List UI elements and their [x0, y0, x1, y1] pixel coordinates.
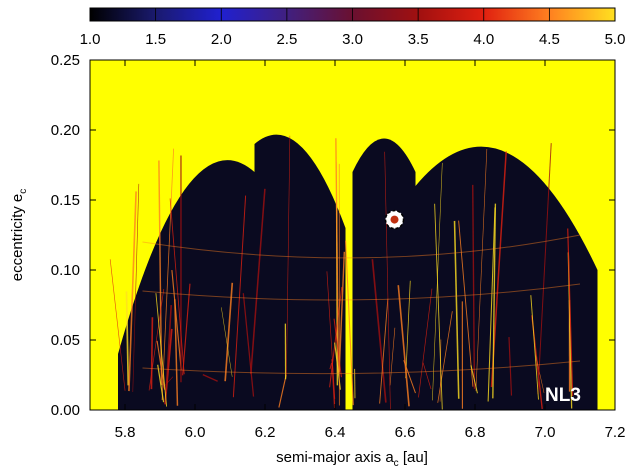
- resonance-stripe: [338, 251, 346, 373]
- resonance-stripe: [434, 203, 443, 410]
- colorbar: 1.0 1.5 2.0 2.5 3.0 3.5 4.0 4.5 5.0: [80, 7, 626, 48]
- colorbar-tick-label: 1.5: [145, 31, 166, 48]
- resonance-stripe: [169, 198, 185, 375]
- x-tick-label: 6.2: [255, 424, 276, 441]
- x-tick-label: 7.0: [535, 424, 556, 441]
- resonance-stripe: [221, 307, 233, 377]
- resonance-stripe: [250, 188, 266, 375]
- resonance-stripe: [132, 183, 140, 392]
- resonance-stripe: [530, 295, 539, 400]
- resonance-stripe: [508, 337, 513, 396]
- resonance-stripe: [182, 283, 191, 376]
- plot-frame: [89, 59, 616, 411]
- resonance-stripe: [472, 184, 476, 389]
- resonance-stripe: [109, 259, 126, 391]
- resonance-stripe: [405, 280, 411, 379]
- y-tick-label: 0.20: [51, 122, 80, 139]
- colorbar-ticks: 1.0 1.5 2.0 2.5 3.0 3.5 4.0 4.5 5.0: [80, 8, 626, 48]
- stable-region: [415, 146, 598, 410]
- x-tick-label: 6.0: [185, 424, 206, 441]
- stable-region: [352, 138, 416, 410]
- resonance-stripe: [335, 138, 340, 373]
- resonance-stripe: [422, 362, 432, 390]
- x-tick-label: 7.2: [605, 424, 626, 441]
- resonance-stripe: [161, 148, 174, 400]
- resonance-stripe: [329, 362, 333, 370]
- resonance-stripe: [389, 327, 396, 386]
- y-tick-label: 0.10: [51, 262, 80, 279]
- resonance-stripe: [171, 270, 182, 370]
- resonance-arc: [142, 234, 581, 259]
- resonance-stripe: [125, 291, 130, 386]
- resonance-stripe: [379, 298, 389, 404]
- resonance-stripe: [286, 135, 291, 376]
- y-tick-label: 0.05: [51, 332, 80, 349]
- resonance-stripe: [535, 355, 545, 394]
- colorbar-tick-label: 4.0: [473, 31, 494, 48]
- stable-region: [254, 134, 346, 410]
- resonance-stripe: [475, 148, 488, 392]
- panel-label: NL3: [545, 385, 581, 406]
- resonance-stripe: [487, 207, 496, 402]
- x-tick-label: 6.4: [325, 424, 346, 441]
- marker-dot: [390, 215, 399, 224]
- colorbar-tick-label: 3.5: [408, 31, 429, 48]
- x-axis-ticks: 5.8 6.0 6.2 6.4 6.6 6.8 7.0 7.2: [115, 60, 626, 441]
- resonance-stripe: [371, 259, 387, 403]
- resonance-stripes: [109, 135, 581, 410]
- y-axis-ticks: 0.00 0.05 0.10 0.15 0.20 0.25: [51, 52, 615, 419]
- resonance-stripe: [278, 374, 287, 408]
- y-tick-label: 0.25: [51, 52, 80, 69]
- resonance-stripe: [345, 240, 354, 406]
- resonance-stripe: [174, 299, 179, 406]
- resonance-stripe: [329, 286, 343, 388]
- resonance-stripe: [202, 374, 218, 382]
- nominal-system-marker: [384, 209, 405, 230]
- resonance-stripe: [165, 305, 172, 392]
- resonance-stripe: [458, 220, 474, 387]
- resonance-stripe: [333, 318, 342, 378]
- y-tick-label: 0.15: [51, 192, 80, 209]
- resonance-stripe: [155, 293, 168, 407]
- resonance-stripe: [242, 293, 255, 397]
- x-tick-label: 6.6: [395, 424, 416, 441]
- y-tick-label: 0.00: [51, 402, 80, 419]
- x-tick-label: 5.8: [115, 424, 136, 441]
- resonance-stripe: [418, 288, 433, 398]
- resonance-stripe: [470, 365, 478, 394]
- resonance-stripe: [232, 195, 247, 398]
- resonance-stripe: [453, 220, 460, 399]
- resonance-stripe: [128, 191, 137, 392]
- colorbar-tick-label: 5.0: [605, 31, 626, 48]
- y-axis-label: eccentricity ec: [9, 189, 29, 282]
- resonance-stripe: [384, 151, 391, 410]
- colorbar-tick-label: 2.5: [276, 31, 297, 48]
- resonance-stripe: [537, 143, 552, 394]
- resonance-arc: [142, 360, 581, 375]
- colorbar-tick-label: 1.0: [80, 31, 101, 48]
- x-axis-label: semi-major axis ac [au]: [276, 449, 428, 469]
- resonance-stripe: [157, 364, 165, 403]
- colorbar-tick-label: 4.5: [539, 31, 560, 48]
- resonance-stripe: [156, 340, 166, 390]
- resonance-stripe: [492, 203, 497, 399]
- resonance-stripe: [150, 317, 154, 390]
- resonance-stripe: [224, 282, 234, 382]
- plot-area: 5.8 6.0 6.2 6.4 6.6 6.8 7.0 7.2 0.00 0.05 0.10 0.1…: [51, 52, 626, 441]
- resonance-arc: [142, 283, 581, 301]
- resonance-stripe: [567, 228, 574, 397]
- resonance-stripe: [326, 271, 336, 399]
- colorbar-tick-label: 2.0: [211, 31, 232, 48]
- resonance-stripe: [397, 285, 410, 407]
- x-tick-label: 6.8: [465, 424, 486, 441]
- colorbar-tick-label: 3.0: [342, 31, 363, 48]
